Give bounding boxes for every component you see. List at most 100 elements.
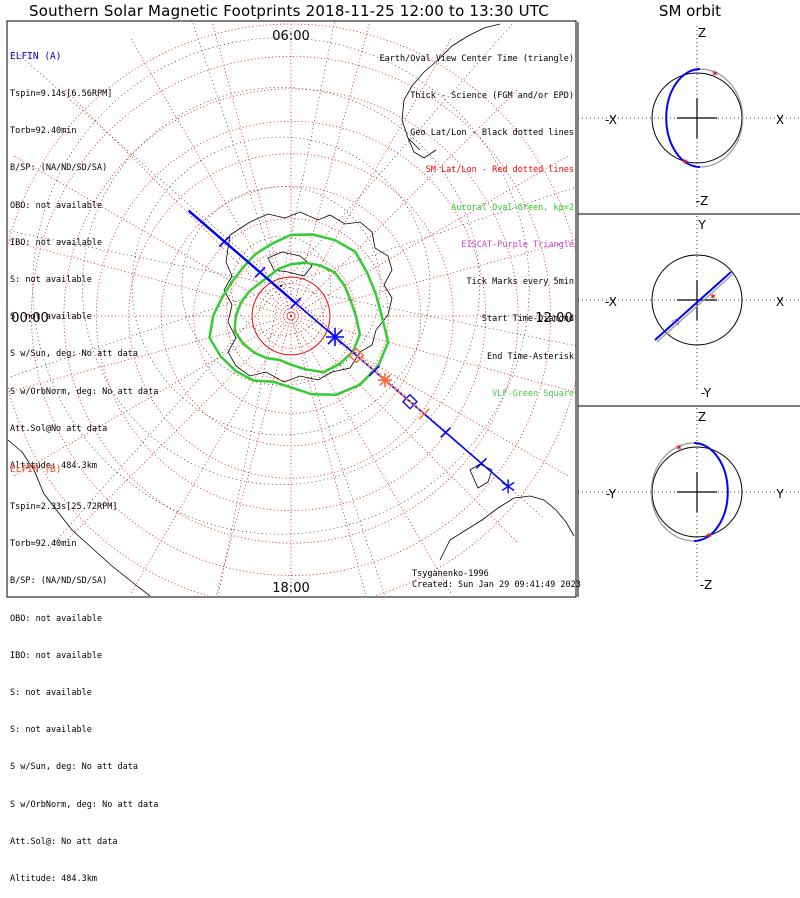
orbit-end-marker: ✶ (705, 531, 713, 542)
geo-latitude-ring (82, 87, 480, 485)
legend-entry: Earth/Oval View Center Time (triangle) (379, 53, 574, 64)
sm-mlt-spoke (290, 315, 367, 596)
spacecraft-b-line: S: not available (10, 725, 92, 736)
spacecraft-a-info: ELFIN (A) Tspin=9.14s[6.56RPM] Torb=92.4… (10, 26, 158, 485)
footprint-a-center-marker (327, 329, 343, 345)
spacecraft-a-line: B/SP: (NA/ND/SD/SA) (10, 163, 108, 174)
orbit-track-back (656, 273, 734, 343)
created-label: Created: Sun Jan 29 09:41:49 2023 (412, 580, 581, 590)
sm-latitude-ring (63, 88, 519, 544)
spacecraft-b-line: Altitude: 484.3km (10, 874, 97, 885)
legend-entry: End Time-Asterisk (487, 351, 574, 362)
footprint-tick-a (440, 426, 452, 439)
spacecraft-a-line: Torb=92.40min (10, 126, 77, 137)
spacecraft-a-line: Altitude: 484.3km (10, 461, 97, 472)
footprint-b-center-marker (379, 374, 391, 386)
spacecraft-b-line: S w/OrbNorm, deg: No att data (10, 799, 159, 810)
orbit-end-marker: ✶ (681, 157, 689, 168)
legend-entry: Geo Lat/Lon - Black dotted lines (410, 128, 574, 139)
mlt-label-bottom: 18:00 (272, 581, 309, 596)
orbit-title: SM orbit (658, 2, 722, 20)
orbit-panel-yx: Y -Y -X X ✶ ◁ (578, 214, 800, 400)
spacecraft-b-line: Att.Sol@: No att data (10, 836, 118, 847)
geo-longitude-line (280, 285, 386, 596)
spacecraft-b-line: Tspin=2.33s[25.72RPM] (10, 502, 118, 513)
axis-label-right: X (776, 295, 784, 309)
south-america-coastline (401, 23, 501, 159)
footprint-tick-b (418, 408, 430, 420)
spacecraft-b-line: B/SP: (NA/ND/SD/SA) (10, 576, 108, 587)
footprint-tick-a (218, 235, 230, 248)
geo-latitude-ring (231, 236, 331, 336)
sm-latitude-ring (95, 120, 487, 512)
spacecraft-a-line: OBO: not available (10, 200, 103, 211)
spacecraft-a-line: S w/Sun, deg: No att data (10, 349, 138, 360)
axis-label-down: -Z (700, 578, 713, 592)
spacecraft-b-line: S w/Sun, deg: No att data (10, 762, 138, 773)
footprint-tick-a (368, 365, 380, 377)
sm-reference-circle (251, 276, 331, 356)
orbit-start-marker: ✶ (675, 443, 683, 454)
legend-entry: EISCAT-Purple Triangle (461, 239, 574, 250)
axis-label-up: Z (698, 410, 706, 424)
geo-longitude-line (280, 23, 514, 287)
axis-label-left: -X (605, 295, 617, 309)
spacecraft-b-line: Torb=92.40min (10, 539, 77, 550)
orbit-track-back (650, 442, 695, 542)
orbit-track-front (654, 271, 732, 341)
end-asterisk-a (501, 481, 515, 491)
geo-longitude-line (48, 285, 282, 549)
spacecraft-a-line: IBO: not available (10, 237, 103, 248)
axis-label-down: -Z (696, 194, 709, 208)
spacecraft-b-line: IBO: not available (10, 650, 103, 661)
spacecraft-b-line: OBO: not available (10, 613, 103, 624)
spacecraft-a-line: S: not available (10, 312, 92, 323)
legend-entry: Tick Marks every 5min (466, 277, 574, 288)
spacecraft-b-info: ELFIN (B) Tspin=2.33s[25.72RPM] Torb=92.… (10, 439, 158, 898)
spacecraft-b-name: ELFIN (B) (10, 463, 62, 475)
antarctica-coastline (223, 211, 393, 383)
orbit-track-front (665, 68, 701, 168)
spacecraft-a-line: Att.Sol@No att data (10, 423, 108, 434)
chart-title: Southern Solar Magnetic Footprints 2018-… (29, 2, 549, 20)
geo-longitude-line (280, 285, 576, 347)
axis-label-down: -Y (701, 386, 712, 400)
legend-entry: Start Time-Diamond (481, 314, 574, 325)
mlt-label-top: 06:00 (272, 29, 309, 44)
australia-coastline (439, 495, 575, 561)
auroral-oval-inner (233, 261, 362, 374)
spacecraft-a-line: Tspin=9.14s[6.56RPM] (10, 89, 113, 100)
spacecraft-b-line: S: not available (10, 688, 92, 699)
axis-label-right: Y (775, 487, 784, 501)
polar-footprint-chart: 06:00 00:00 12:00 18:00 Z -Z -X X ✶ ✶ Y -… (6, 20, 800, 598)
earth-outline (651, 254, 743, 346)
geo-latitude-ring (181, 186, 381, 386)
spacecraft-a-line: S w/OrbNorm, deg: No att data (10, 386, 159, 397)
chart-legend: Earth/Oval View Center Time (triangle) T… (380, 28, 574, 413)
orbit-track-front (693, 442, 729, 542)
sm-latitude-ring (128, 153, 454, 479)
footprint-track-a-science (187, 209, 297, 305)
geo-latitude-ring (32, 37, 530, 535)
sm-mlt-spoke (290, 20, 371, 317)
spacecraft-a-name: ELFIN (A) (10, 50, 62, 62)
map-frame (6, 20, 577, 598)
geo-latitude-ring (131, 136, 431, 436)
footprint-tick-a (290, 297, 302, 309)
geo-longitude-line (217, 285, 282, 596)
sm-latitude-ring (193, 218, 389, 414)
axis-label-left: -Y (606, 487, 617, 501)
africa-coastline (8, 439, 151, 596)
orbit-start-marker: ✶ (711, 69, 719, 80)
orbit-track-back (699, 68, 744, 168)
geo-longitude-line (280, 186, 576, 287)
start-diamond-a (401, 393, 418, 410)
earth-outline (651, 446, 743, 538)
spacecraft-a-line: S: not available (10, 275, 92, 286)
model-label: Tsyganenko-1996 (412, 569, 489, 579)
earth-outline (651, 72, 743, 164)
orbit-start-marker: ◁ (671, 316, 679, 327)
axis-label-left: -X (605, 113, 617, 127)
legend-entry: SM Lat/Lon - Red dotted lines (425, 165, 574, 176)
legend-entry: Thick - Science (FGM and/or EPD) (410, 91, 574, 102)
